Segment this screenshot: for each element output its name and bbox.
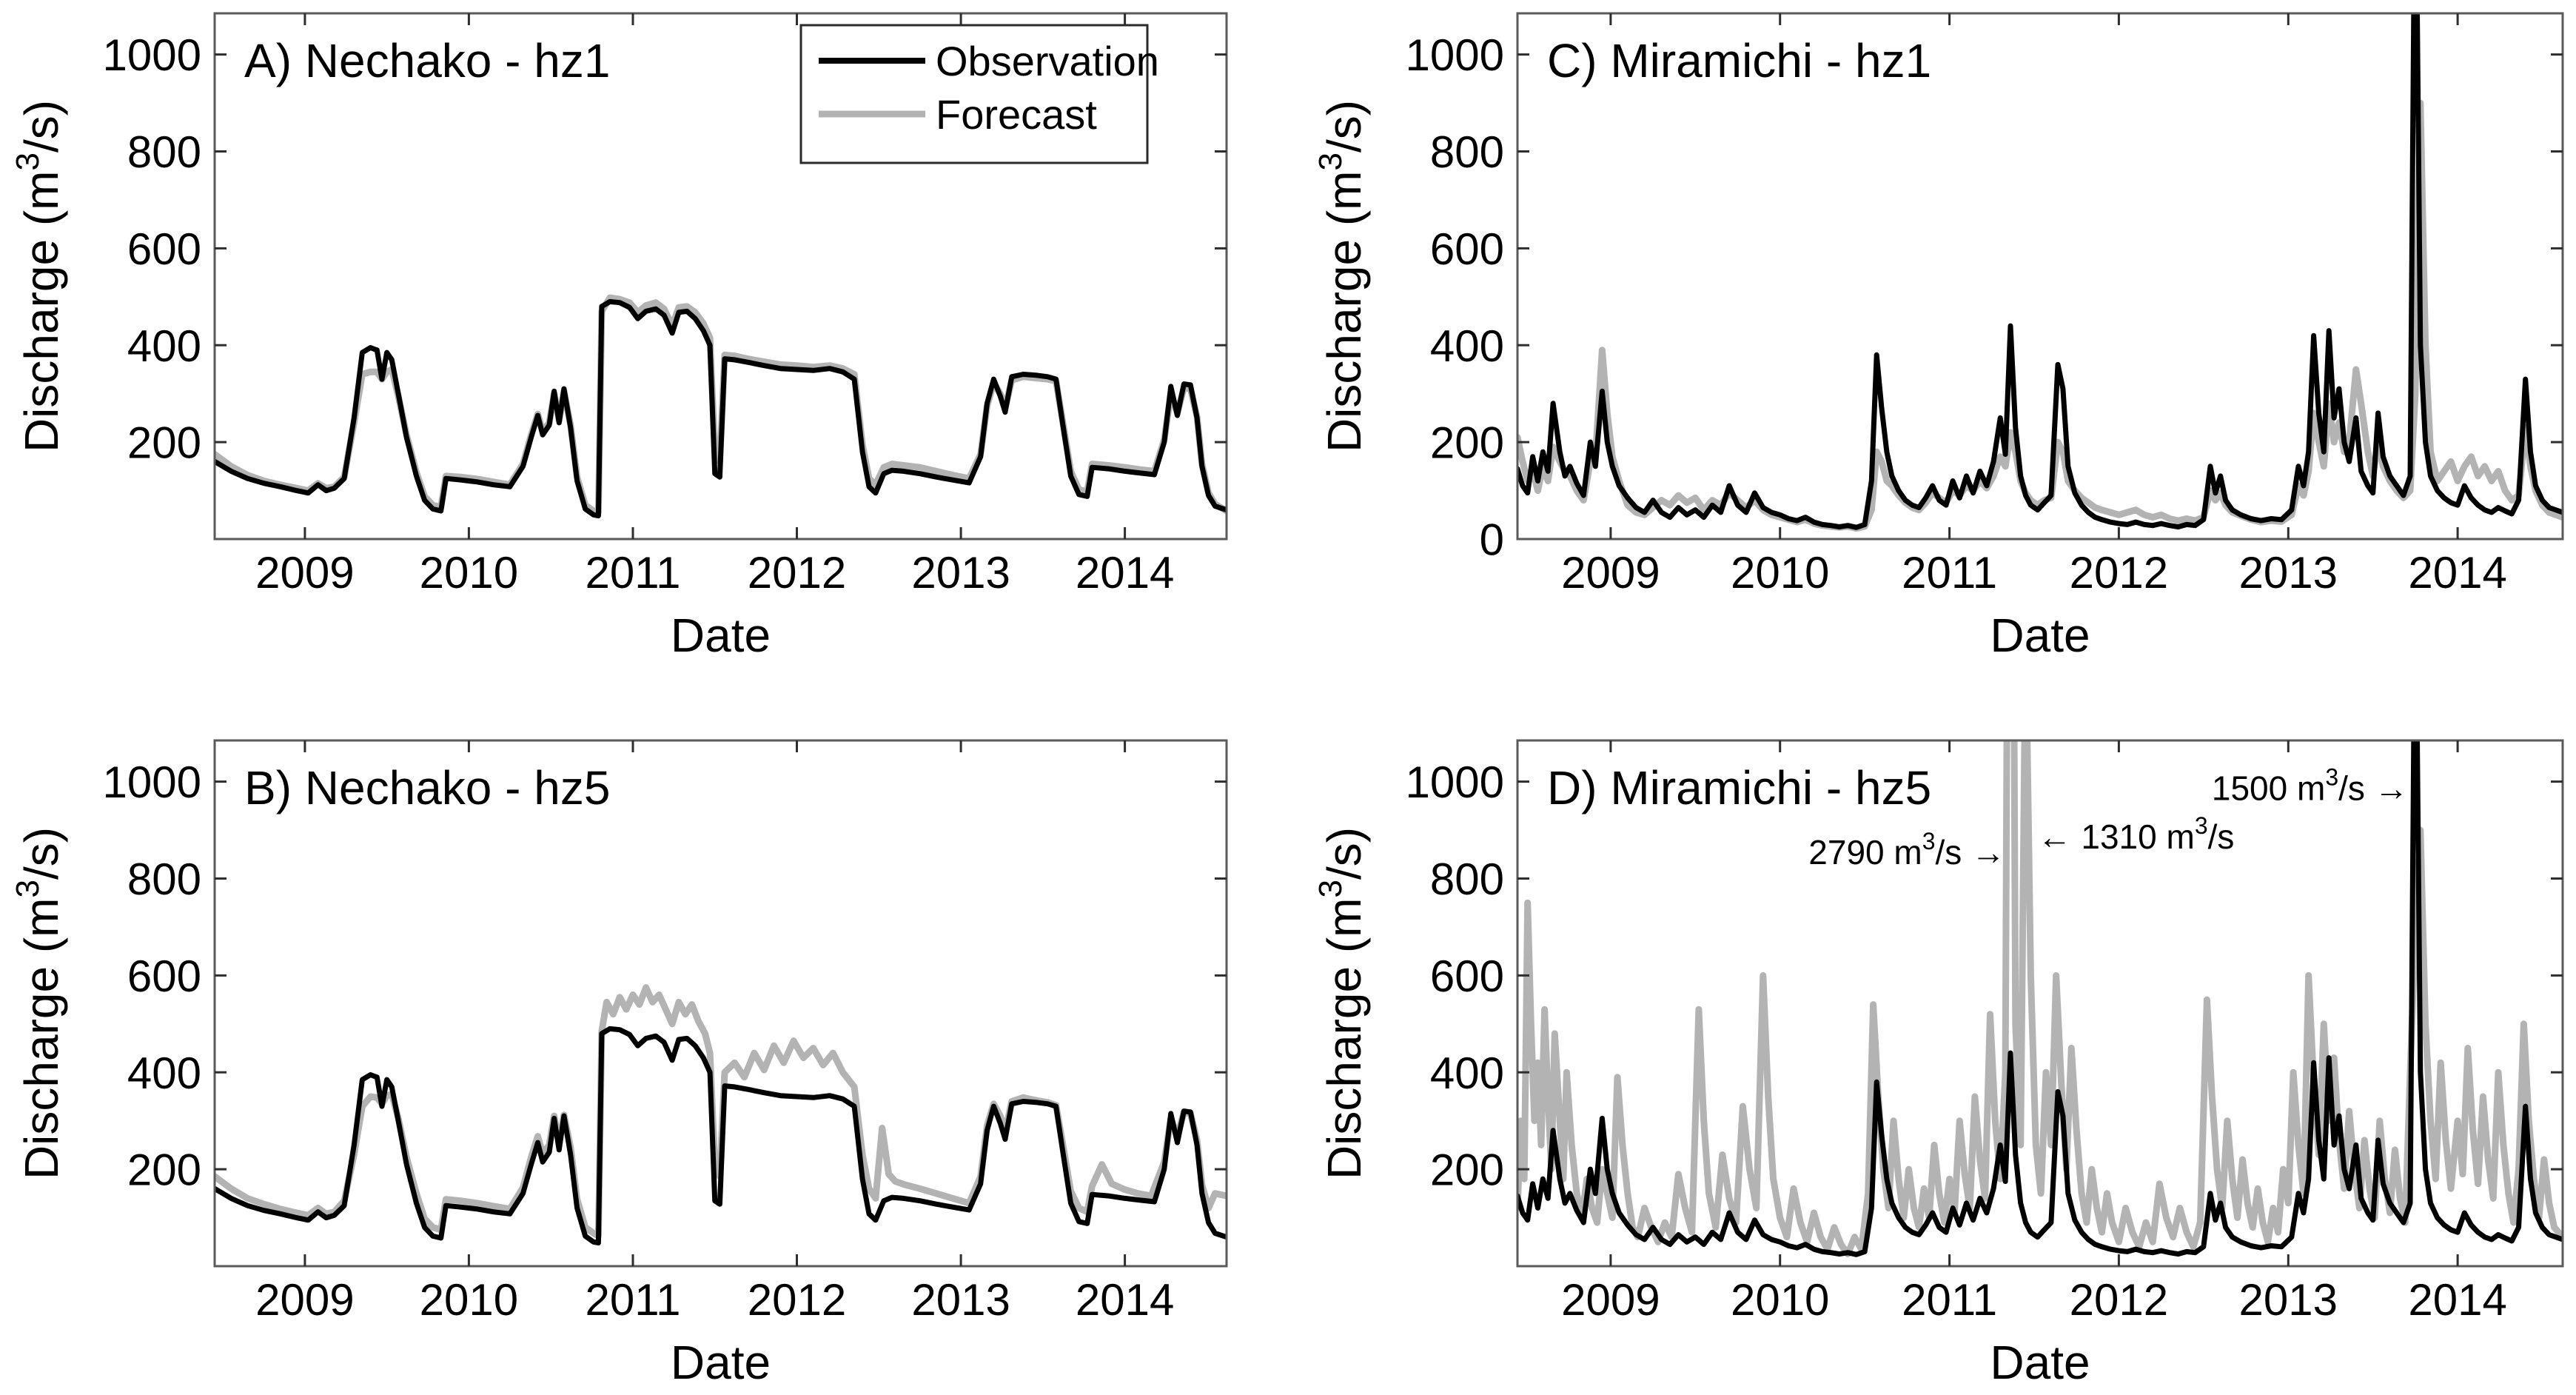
y-axis-label: Discharge (m3/s) [10, 827, 68, 1180]
y-axis-label: Discharge (m3/s) [1312, 827, 1371, 1180]
y-tick-label: 1000 [1406, 30, 1504, 80]
plot-area [1517, 13, 2563, 532]
axes-box [1516, 12, 2564, 541]
legend: Observation Forecast [799, 24, 1159, 164]
y-tick-label: 200 [1430, 1145, 1504, 1195]
y-tick-label: 400 [1430, 1048, 1504, 1098]
tick-marks [215, 740, 1227, 1266]
x-tick-label: 2013 [911, 1275, 1010, 1325]
panel-miramichi-hz5-chart: 2009 2010 2011 2012 2013 2014 200 400 600 800 1000… [1312, 739, 2564, 1389]
panel-miramichi-hz5: 2009 2010 2011 2012 2013 2014 200 400 600 800 1000… [1288, 698, 2576, 1395]
x-axis-label: Date [1990, 1336, 2090, 1389]
panel-nechako-hz5: 2009 2010 2011 2012 2013 2014 200 400 600 800 1000… [0, 698, 1288, 1395]
panel-nechako-hz1: 2009 2010 2011 2012 2013 2014 200 400 600 800 1000… [0, 0, 1288, 698]
annotation-2790: 2790 m3/s → [1808, 828, 2005, 872]
y-tick-label: 800 [127, 854, 201, 904]
x-tick-label: 2013 [2239, 548, 2338, 598]
x-tick-label: 2012 [2070, 1275, 2168, 1325]
panel-title: B) Nechako - hz5 [244, 761, 610, 814]
y-tick-label: 1000 [1406, 757, 1504, 807]
panel-nechako-hz1-chart: 2009 2010 2011 2012 2013 2014 200 400 600 800 1000… [10, 12, 1228, 662]
y-tick-label: 200 [1430, 418, 1504, 468]
x-tick-label: 2011 [585, 548, 680, 598]
plot-area [1517, 740, 2563, 1258]
x-tick-label: 2010 [420, 548, 518, 598]
y-tick-label: 400 [127, 321, 201, 371]
y-tick-label: 1000 [103, 757, 201, 807]
y-tick-label: 400 [1430, 321, 1504, 371]
x-tick-label: 2012 [748, 548, 846, 598]
panel-nechako-hz5-chart: 2009 2010 2011 2012 2013 2014 200 400 600 800 1000… [10, 739, 1228, 1389]
x-tick-label: 2009 [255, 1275, 354, 1325]
annotation-superscript: 3 [2325, 764, 2338, 791]
x-tick-label: 2009 [1561, 548, 1660, 598]
plot-area [215, 984, 1227, 1246]
x-tick-label: 2010 [420, 1275, 518, 1325]
x-tick-label: 2014 [1076, 548, 1174, 598]
observation-line [1517, 740, 2563, 1257]
y-tick-label: 600 [127, 951, 201, 1001]
x-axis-label: Date [671, 1336, 771, 1389]
legend-label: Observation [936, 38, 1159, 84]
y-tick-label: 800 [1430, 854, 1504, 904]
forecast-line [1517, 99, 2563, 532]
forecast-line [1517, 740, 2563, 1258]
axes-box [213, 739, 1228, 1268]
x-tick-label: 2014 [2408, 548, 2506, 598]
x-tick-label: 2009 [1561, 1275, 1660, 1325]
y-tick-label: 600 [1430, 224, 1504, 274]
observation-line [215, 298, 1227, 519]
y-axis-label: Discharge (m3/s) [10, 100, 68, 452]
legend-label: Forecast [936, 91, 1097, 138]
x-tick-label: 2011 [1902, 548, 1997, 598]
x-axis-label: Date [671, 609, 771, 662]
y-tick-label: 800 [127, 127, 201, 177]
x-tick-label: 2010 [1731, 1275, 1829, 1325]
observation-line [1517, 13, 2563, 530]
panel-miramichi-hz1-chart: 2009 2010 2011 2012 2013 2014 200 400 600 800 1000… [1312, 12, 2564, 662]
annotation-1500: 1500 m3/s → [2212, 764, 2409, 808]
panel-title: D) Miramichi - hz5 [1547, 761, 1931, 814]
y-axis-label: Discharge (m3/s) [1312, 100, 1371, 452]
x-tick-label: 2013 [2239, 1275, 2338, 1325]
x-tick-label: 2010 [1731, 548, 1829, 598]
y-tick-label: 800 [1430, 127, 1504, 177]
x-tick-label: 2014 [1076, 1275, 1174, 1325]
y-tick-label: 1000 [103, 30, 201, 80]
tick-marks [1517, 740, 2563, 1266]
panel-miramichi-hz1: 2009 2010 2011 2012 2013 2014 200 400 600 800 1000… [1288, 0, 2576, 698]
y-tick-label-zero: 0 [1480, 515, 1504, 565]
x-tick-label: 2014 [2408, 1275, 2506, 1325]
y-tick-label: 200 [127, 1145, 201, 1195]
annotation-1310: ← 1310 m3/s [2038, 812, 2235, 856]
x-axis-label: Date [1990, 609, 2090, 662]
annotation-superscript: 3 [2195, 812, 2208, 839]
x-tick-label: 2011 [585, 1275, 680, 1325]
panel-title: A) Nechako - hz1 [244, 34, 610, 87]
tick-marks [215, 13, 1227, 539]
y-tick-label: 400 [127, 1048, 201, 1098]
x-tick-label: 2011 [1902, 1275, 1997, 1325]
panel-title: C) Miramichi - hz1 [1547, 34, 1931, 87]
y-tick-label: 600 [1430, 951, 1504, 1001]
y-tick-label: 200 [127, 418, 201, 468]
x-tick-label: 2012 [748, 1275, 846, 1325]
legend-box [799, 24, 1149, 164]
tick-marks [1517, 13, 2563, 539]
y-tick-label: 600 [127, 224, 201, 274]
plot-area [215, 294, 1227, 519]
axes-box [213, 12, 1228, 541]
x-tick-label: 2013 [911, 548, 1010, 598]
axes-box [1516, 739, 2564, 1268]
x-tick-label: 2012 [2070, 548, 2168, 598]
x-tick-label: 2009 [255, 548, 354, 598]
annotation-superscript: 3 [1922, 828, 1936, 854]
observation-line [215, 1026, 1227, 1246]
